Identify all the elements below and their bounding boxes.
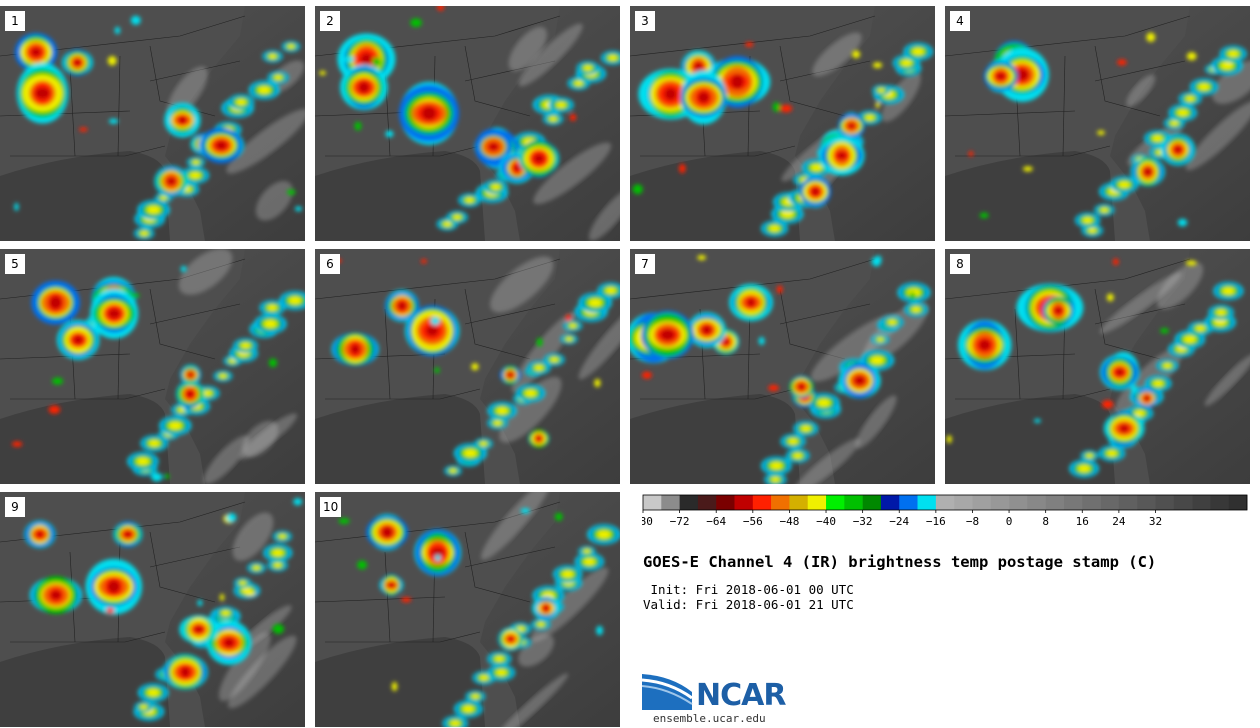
logo-url: ensemble.ucar.edu [653, 712, 766, 725]
panel-number: 7 [635, 254, 655, 274]
colorbar-swatch [1228, 495, 1248, 510]
colorbar-swatch [1137, 495, 1156, 510]
ensemble-panel-10: 10 [315, 492, 620, 727]
ensemble-panel-9: 9 [0, 492, 305, 727]
colorbar-swatch [972, 495, 992, 510]
colorbar-tick-label: −56 [743, 515, 763, 528]
ensemble-panel-4: 4 [945, 6, 1250, 241]
colorbar-swatch [643, 495, 662, 510]
colorbar-tick-label: −40 [816, 515, 836, 528]
colorbar-swatch [807, 495, 827, 510]
colorbar-swatch [771, 495, 790, 510]
panel-number: 2 [320, 11, 340, 31]
panel-number: 9 [5, 497, 25, 517]
init-time: Init: Fri 2018-06-01 00 UTC [643, 582, 854, 597]
colorbar-swatch [844, 495, 863, 510]
colorbar-tick-label: −24 [889, 515, 909, 528]
colorbar-tick-label: −48 [779, 515, 799, 528]
colorbar-tick-label: −16 [926, 515, 946, 528]
colorbar-swatch [1155, 495, 1175, 510]
ir-imagery [0, 249, 305, 484]
colorbar-tick-label: 32 [1149, 515, 1162, 528]
colorbar-swatch [1210, 495, 1229, 510]
valid-time: Valid: Fri 2018-06-01 21 UTC [643, 597, 854, 612]
colorbar-swatch [1082, 495, 1101, 510]
colorbar-swatch [734, 495, 754, 510]
panel-number: 10 [320, 497, 342, 517]
colorbar-swatch [1063, 495, 1083, 510]
ncar-swoosh-icon [642, 674, 693, 710]
ensemble-panel-8: 8 [945, 249, 1250, 484]
panel-number: 8 [950, 254, 970, 274]
colorbar-swatch [1118, 495, 1138, 510]
ir-imagery [0, 6, 305, 241]
ir-imagery [945, 249, 1250, 484]
colorbar-swatch [917, 495, 937, 510]
colorbar-tick-label: 16 [1076, 515, 1089, 528]
ensemble-panel-5: 5 [0, 249, 305, 484]
panel-number: 5 [5, 254, 25, 274]
colorbar-swatch [1192, 495, 1211, 510]
colorbar-swatch [826, 495, 845, 510]
ir-imagery [315, 492, 620, 727]
ir-imagery [630, 249, 935, 484]
colorbar-tick-label: 24 [1112, 515, 1126, 528]
panel-number: 4 [950, 11, 970, 31]
ensemble-panel-2: 2 [315, 6, 620, 241]
panel-number: 6 [320, 254, 340, 274]
colorbar-tick-label: 8 [1042, 515, 1049, 528]
ensemble-panel-6: 6 [315, 249, 620, 484]
product-title: GOES-E Channel 4 (IR) brightness temp po… [643, 553, 1157, 571]
colorbar-tick-label: −72 [670, 515, 690, 528]
colorbar-tick-label: −8 [966, 515, 979, 528]
ir-imagery [315, 6, 620, 241]
colorbar-swatch [1045, 495, 1065, 510]
colorbar-frame [642, 494, 1248, 511]
colorbar-swatch [1009, 495, 1028, 510]
colorbar-swatch [1100, 495, 1120, 510]
ensemble-panel-7: 7 [630, 249, 935, 484]
ir-imagery [945, 6, 1250, 241]
colorbar-swatch [716, 495, 735, 510]
colorbar-swatch [679, 495, 699, 510]
colorbar-swatch [954, 495, 973, 510]
colorbar-swatch [899, 495, 918, 510]
colorbar-swatch [752, 495, 772, 510]
colorbar-swatch [935, 495, 955, 510]
colorbar-swatch [1027, 495, 1046, 510]
ensemble-panel-3: 3 [630, 6, 935, 241]
ir-imagery [0, 492, 305, 727]
colorbar-swatch [697, 495, 717, 510]
ensemble-panel-1: 1 [0, 6, 305, 241]
ncar-logo: NCAR ensemble.ucar.edu [642, 672, 802, 728]
colorbar-swatch [862, 495, 882, 510]
colorbar-swatch [1173, 495, 1193, 510]
ir-imagery [315, 249, 620, 484]
colorbar-swatch [880, 495, 900, 510]
colorbar-swatch [661, 495, 680, 510]
colorbar-tick-label: −80 [642, 515, 653, 528]
panel-number: 3 [635, 11, 655, 31]
colorbar-swatch [789, 495, 809, 510]
colorbar-tick-label: −64 [706, 515, 726, 528]
colorbar-tick-label: −32 [853, 515, 873, 528]
colorbar-tick-label: 0 [1006, 515, 1013, 528]
colorbar-swatch [990, 495, 1010, 510]
ir-imagery [630, 6, 935, 241]
panel-number: 1 [5, 11, 25, 31]
logo-wordmark: NCAR [696, 678, 786, 713]
